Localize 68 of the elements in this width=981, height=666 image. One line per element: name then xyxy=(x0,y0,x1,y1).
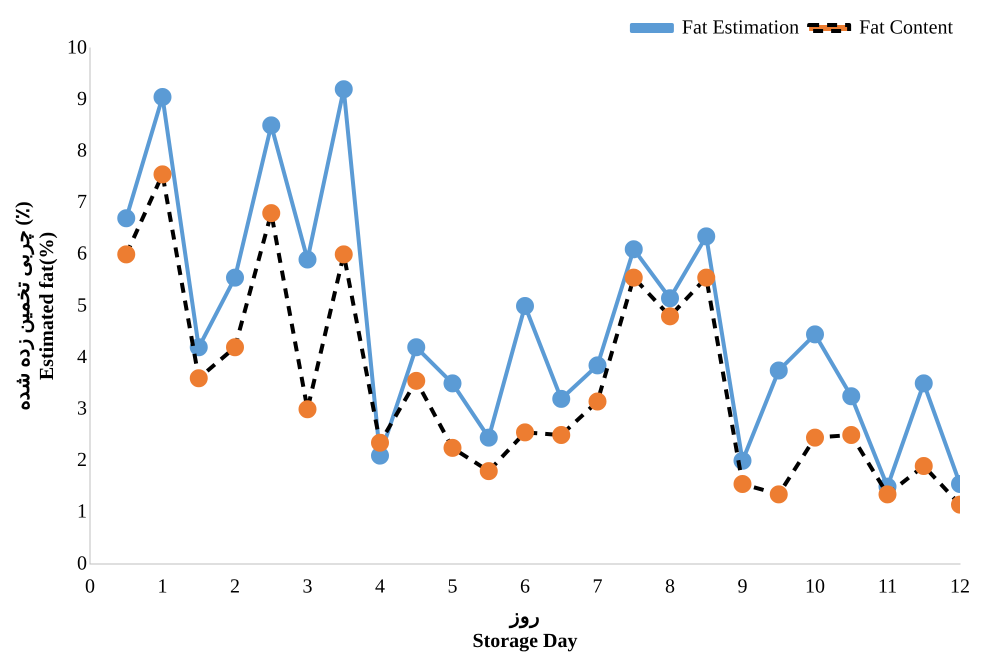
point xyxy=(914,374,933,392)
legend-label: Fat Content xyxy=(859,16,954,38)
point xyxy=(334,80,353,98)
y-tick-label: 2 xyxy=(77,449,87,472)
y-tick-label: 3 xyxy=(77,397,87,420)
point xyxy=(407,372,426,390)
x-tick-label: 2 xyxy=(230,575,240,598)
x-tick-label: 5 xyxy=(448,575,458,598)
point xyxy=(262,116,280,134)
point xyxy=(552,426,570,444)
point xyxy=(154,88,172,106)
point xyxy=(407,338,426,356)
y-tick-label: 6 xyxy=(77,242,87,265)
point xyxy=(624,240,643,258)
x-tick-label: 9 xyxy=(738,575,748,598)
point xyxy=(588,356,606,374)
point xyxy=(842,426,860,444)
y-tick-label: 8 xyxy=(77,139,87,162)
point xyxy=(480,462,498,480)
point xyxy=(334,245,353,264)
y-tick-label: 10 xyxy=(67,36,87,58)
point xyxy=(697,227,716,246)
point xyxy=(914,456,933,475)
x-tick-label: 6 xyxy=(520,575,530,598)
legend-label: Fat Estimation xyxy=(682,16,800,38)
point xyxy=(770,362,788,380)
point xyxy=(117,245,136,264)
point xyxy=(734,475,752,494)
y-tick-label: 1 xyxy=(77,500,87,523)
point xyxy=(806,325,824,344)
point xyxy=(226,338,244,356)
point xyxy=(588,392,606,410)
y-tick-label: 7 xyxy=(77,191,87,214)
point xyxy=(190,338,208,356)
x-tick-label: 10 xyxy=(805,575,825,598)
point xyxy=(661,307,679,326)
point xyxy=(190,369,208,388)
x-tick-label: 12 xyxy=(950,575,970,598)
x-tick-label: 11 xyxy=(878,575,898,598)
x-tick-label: 1 xyxy=(158,575,168,598)
point xyxy=(444,438,462,457)
point xyxy=(516,423,534,442)
point xyxy=(480,428,498,447)
point xyxy=(552,390,570,408)
point xyxy=(371,434,389,452)
y-tick-label: 4 xyxy=(77,346,87,368)
point xyxy=(444,374,462,392)
point xyxy=(516,297,534,315)
point xyxy=(117,209,136,228)
point xyxy=(624,268,643,287)
y-tick-label: 0 xyxy=(77,552,87,574)
point xyxy=(806,428,824,447)
x-tick-label: 7 xyxy=(592,575,602,598)
point xyxy=(878,485,896,504)
point xyxy=(154,165,172,184)
point xyxy=(298,400,316,418)
point xyxy=(262,204,280,222)
point xyxy=(842,387,860,406)
x-tick-label: 8 xyxy=(665,575,675,598)
point xyxy=(298,250,316,269)
point xyxy=(226,268,244,287)
y-tick-label: 9 xyxy=(77,88,87,110)
point xyxy=(661,289,679,308)
point xyxy=(697,268,716,287)
x-tick-label: 4 xyxy=(375,575,385,598)
x-tick-label: 3 xyxy=(302,575,312,598)
y-tick-label: 5 xyxy=(77,294,87,316)
point xyxy=(770,485,788,504)
